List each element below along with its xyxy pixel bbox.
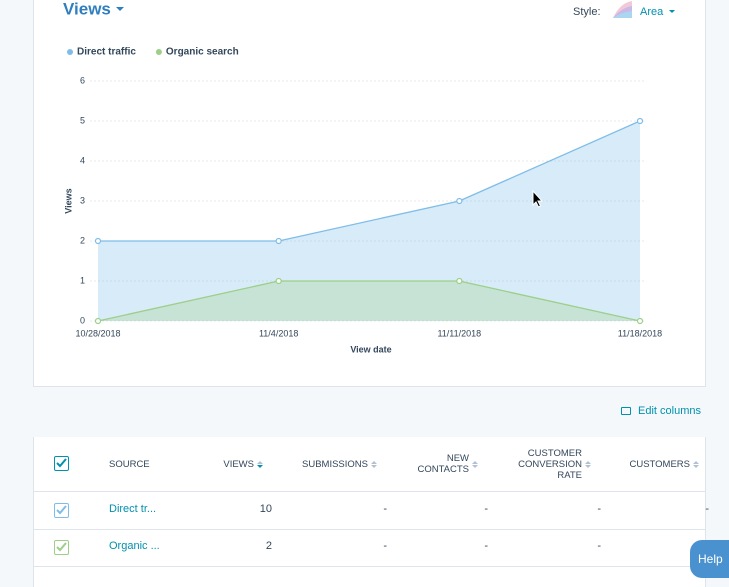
row-checkbox[interactable] [54, 503, 69, 518]
chart: Views Style: Area View date Views 0 1 2 3 4 5… [63, 0, 675, 354]
sort-icon[interactable] [257, 460, 263, 469]
y-tick-label: 2 [80, 235, 85, 245]
x-tick-label: 11/11/2018 [437, 328, 481, 338]
cell: - [705, 503, 709, 515]
cell: - [484, 503, 488, 515]
dropdown-caret[interactable] [669, 10, 675, 13]
help-button[interactable]: Help [690, 540, 729, 578]
legend-label: Organic search [166, 47, 239, 58]
point [275, 277, 282, 285]
point [636, 117, 644, 125]
cell: - [597, 503, 601, 515]
row-divider [34, 491, 705, 492]
y-tick-label: 3 [80, 195, 85, 205]
legend-marker [67, 49, 73, 55]
column-header-text: SUBMISSIONS [302, 458, 368, 470]
y-tick-label: 4 [80, 155, 85, 165]
sort-icon[interactable] [693, 460, 699, 469]
cell: 10 [259, 503, 272, 515]
columns-icon[interactable] [621, 407, 631, 415]
point [636, 317, 644, 325]
point [94, 237, 102, 245]
column-header-text: CUSTOMER CONVERSION RATE [518, 447, 582, 481]
line [97, 280, 641, 322]
x-tick-label: 10/28/2018 [75, 328, 120, 338]
page: Views Style: Area View date Views 0 1 2 3 4 5… [33, 0, 729, 587]
cell: - [484, 540, 488, 552]
y-tick-label: 5 [80, 115, 85, 125]
column-header-text: CUSTOMERS [629, 458, 690, 470]
source-link[interactable]: Direct tr... [109, 503, 157, 515]
edit-columns-link[interactable]: Edit columns [638, 405, 701, 417]
column-header[interactable]: VIEWS [203, 437, 263, 491]
cell: 2 [265, 540, 272, 552]
point [456, 277, 463, 285]
report-title[interactable]: Views [63, 0, 111, 18]
row-divider [34, 529, 705, 530]
row-checkbox[interactable] [54, 540, 69, 555]
column-header[interactable]: NEW CONTACTS [408, 437, 478, 491]
cell: - [383, 503, 387, 515]
style-label: Style: [573, 6, 601, 18]
dropdown-caret[interactable] [116, 7, 124, 11]
sort-icon[interactable] [371, 460, 377, 469]
sort-icon[interactable] [585, 460, 591, 469]
x-tick-label: 11/4/2018 [259, 328, 298, 338]
y-tick-label: 0 [80, 315, 85, 325]
y-tick-label: 1 [80, 275, 85, 285]
column-header[interactable]: CUSTOMER CONVERSION RATE [511, 437, 591, 491]
legend-label: Direct traffic [77, 47, 136, 58]
cursor [532, 189, 544, 208]
column-header-text: VIEWS [223, 458, 254, 470]
point [456, 197, 463, 205]
cell: - [597, 540, 601, 552]
y-axis-label: Views [63, 188, 73, 213]
column-header[interactable]: SOURCE [109, 458, 150, 470]
x-tick-label: 11/18/2018 [618, 328, 662, 338]
line [98, 120, 641, 242]
chart-card [33, 0, 706, 387]
x-axis-label: View date [350, 344, 391, 354]
point [94, 317, 102, 325]
column-header[interactable]: CUSTOMERS [619, 437, 699, 491]
point [275, 237, 282, 245]
legend-marker [155, 49, 162, 55]
cell: - [383, 540, 387, 552]
y-tick-label: 6 [80, 75, 85, 85]
source-link[interactable]: Organic ... [109, 540, 160, 552]
sort-icon[interactable] [472, 460, 478, 469]
style-icon[interactable] [613, 1, 632, 18]
table: SOURCE VIEWS SUBMISSIONS NEW CONTACTS CUSTOM… [33, 437, 709, 587]
row-divider [34, 566, 705, 567]
select-all-checkbox[interactable] [54, 456, 69, 471]
column-header-text: NEW CONTACTS [417, 453, 469, 475]
column-header[interactable]: SUBMISSIONS [287, 437, 377, 491]
style-value[interactable]: Area [640, 6, 664, 18]
